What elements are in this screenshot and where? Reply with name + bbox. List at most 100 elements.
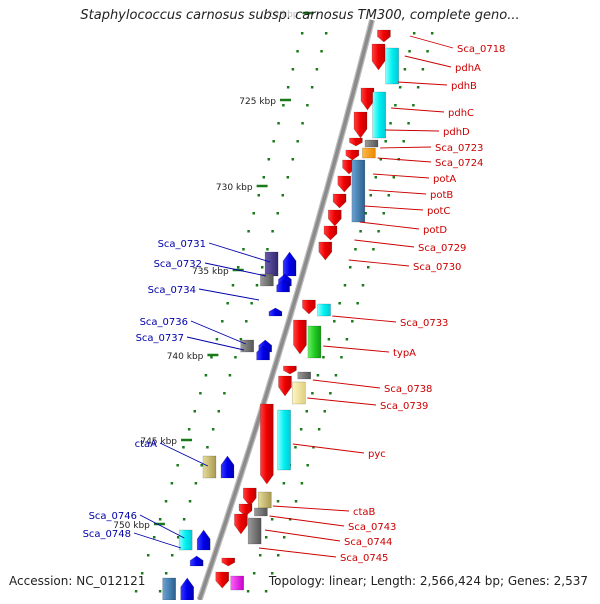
accession-label: Accession: NC_012121 bbox=[9, 574, 146, 588]
gene-arrow-reverse bbox=[180, 577, 194, 601]
guide-dot bbox=[322, 356, 325, 359]
guide-dot bbox=[282, 536, 286, 539]
gene-arrow-forward bbox=[345, 149, 360, 161]
leader-line bbox=[198, 288, 260, 301]
guide-dot bbox=[276, 212, 279, 215]
gene-arrow-reverse bbox=[282, 251, 297, 277]
guide-dot bbox=[389, 122, 392, 125]
gene-arrow-forward bbox=[238, 503, 253, 517]
gene-label-reverse: Sca_0734 bbox=[148, 285, 196, 296]
scale-label: 740 kbp bbox=[167, 352, 204, 362]
guide-dot bbox=[282, 482, 286, 485]
gene-label-forward: Sca_0743 bbox=[348, 522, 396, 533]
guide-dot bbox=[382, 212, 385, 215]
guide-dot bbox=[324, 32, 328, 35]
guide-dot bbox=[311, 392, 314, 395]
gene-label-forward: pdhB bbox=[451, 81, 477, 92]
leader-line bbox=[133, 532, 182, 549]
guide-dot bbox=[387, 194, 391, 197]
guide-dot bbox=[221, 320, 224, 323]
gene-arrow-forward bbox=[293, 319, 307, 355]
guide-dot bbox=[223, 392, 226, 395]
guide-dot bbox=[286, 86, 290, 89]
gene-label-forward: pdhC bbox=[448, 108, 474, 119]
guide-dot bbox=[327, 338, 331, 341]
guide-dot bbox=[306, 104, 309, 107]
gene-label-reverse: ctaA bbox=[135, 439, 158, 450]
guide-dot bbox=[266, 248, 269, 251]
guide-dot bbox=[291, 158, 295, 161]
guide-dot bbox=[294, 446, 297, 449]
guide-dot bbox=[306, 464, 309, 467]
guide-dot bbox=[193, 410, 197, 413]
gene-arrow-forward bbox=[302, 299, 316, 315]
guide-dot bbox=[320, 50, 323, 53]
guide-dot bbox=[296, 50, 299, 53]
gene-label-forward: Sca_0738 bbox=[384, 384, 432, 395]
guide-dot bbox=[257, 194, 261, 197]
guide-dot bbox=[296, 140, 299, 143]
leader-line bbox=[190, 320, 247, 345]
guide-dot bbox=[316, 374, 320, 377]
guide-dot bbox=[310, 86, 314, 89]
guide-dot bbox=[176, 464, 179, 467]
guide-dot bbox=[361, 284, 365, 287]
guide-dot bbox=[366, 266, 370, 269]
guide-dot bbox=[394, 104, 397, 107]
guide-dot bbox=[277, 122, 280, 125]
gene-arrow-forward bbox=[327, 209, 342, 227]
guide-dot bbox=[329, 392, 332, 395]
gene-arrow-forward bbox=[260, 403, 274, 485]
gene-label-reverse: Sca_0746 bbox=[89, 511, 137, 522]
scale-label: 750 kbp bbox=[113, 521, 150, 531]
guide-dot bbox=[270, 572, 274, 575]
gene-arrow-reverse bbox=[196, 529, 211, 551]
guide-dot bbox=[392, 176, 396, 179]
guide-dot bbox=[272, 140, 275, 143]
guide-dot bbox=[408, 50, 411, 53]
gene-label-forward: Sca_0718 bbox=[457, 44, 505, 55]
gene-label-forward: Sca_0723 bbox=[435, 143, 483, 154]
leader-line bbox=[368, 189, 427, 195]
guide-dot bbox=[421, 68, 425, 71]
guide-dots-left-outer bbox=[134, 32, 304, 593]
leader-line bbox=[404, 55, 452, 68]
guide-dot bbox=[252, 212, 255, 215]
guide-dot bbox=[182, 518, 186, 521]
gene-feature-box bbox=[277, 409, 291, 471]
guide-dot bbox=[211, 428, 215, 431]
gene-arrow-forward bbox=[353, 111, 368, 139]
leader-line bbox=[292, 443, 365, 454]
guide-dot bbox=[200, 464, 203, 467]
gene-arrow-forward bbox=[221, 557, 236, 567]
guide-dot bbox=[231, 284, 235, 287]
guide-dot bbox=[250, 302, 253, 305]
guide-dot bbox=[217, 410, 221, 413]
gene-label-forward: Sca_0744 bbox=[344, 537, 392, 548]
guide-dot bbox=[356, 302, 359, 305]
guide-dot bbox=[301, 122, 304, 125]
guide-dot bbox=[351, 320, 354, 323]
guide-dot bbox=[152, 536, 156, 539]
genome-summary: Topology: linear; Length: 2,566,424 bp; … bbox=[268, 574, 588, 588]
gene-feature-box bbox=[362, 147, 376, 159]
guide-dot bbox=[258, 554, 262, 557]
leader-line bbox=[391, 107, 445, 113]
leader-line bbox=[159, 442, 208, 467]
guide-dot bbox=[426, 50, 429, 53]
guide-dot bbox=[276, 500, 280, 503]
gene-feature-box bbox=[162, 577, 176, 601]
guide-dot bbox=[407, 122, 410, 125]
leader-line bbox=[307, 397, 377, 406]
guide-dot bbox=[158, 590, 162, 593]
guide-dot bbox=[402, 140, 405, 143]
leader-line bbox=[332, 315, 397, 323]
gene-feature-box bbox=[385, 47, 399, 85]
guide-dot bbox=[264, 536, 268, 539]
guide-dot bbox=[226, 302, 229, 305]
guide-dot bbox=[140, 572, 144, 575]
leader-line bbox=[409, 35, 454, 49]
gene-feature-box bbox=[364, 139, 379, 148]
